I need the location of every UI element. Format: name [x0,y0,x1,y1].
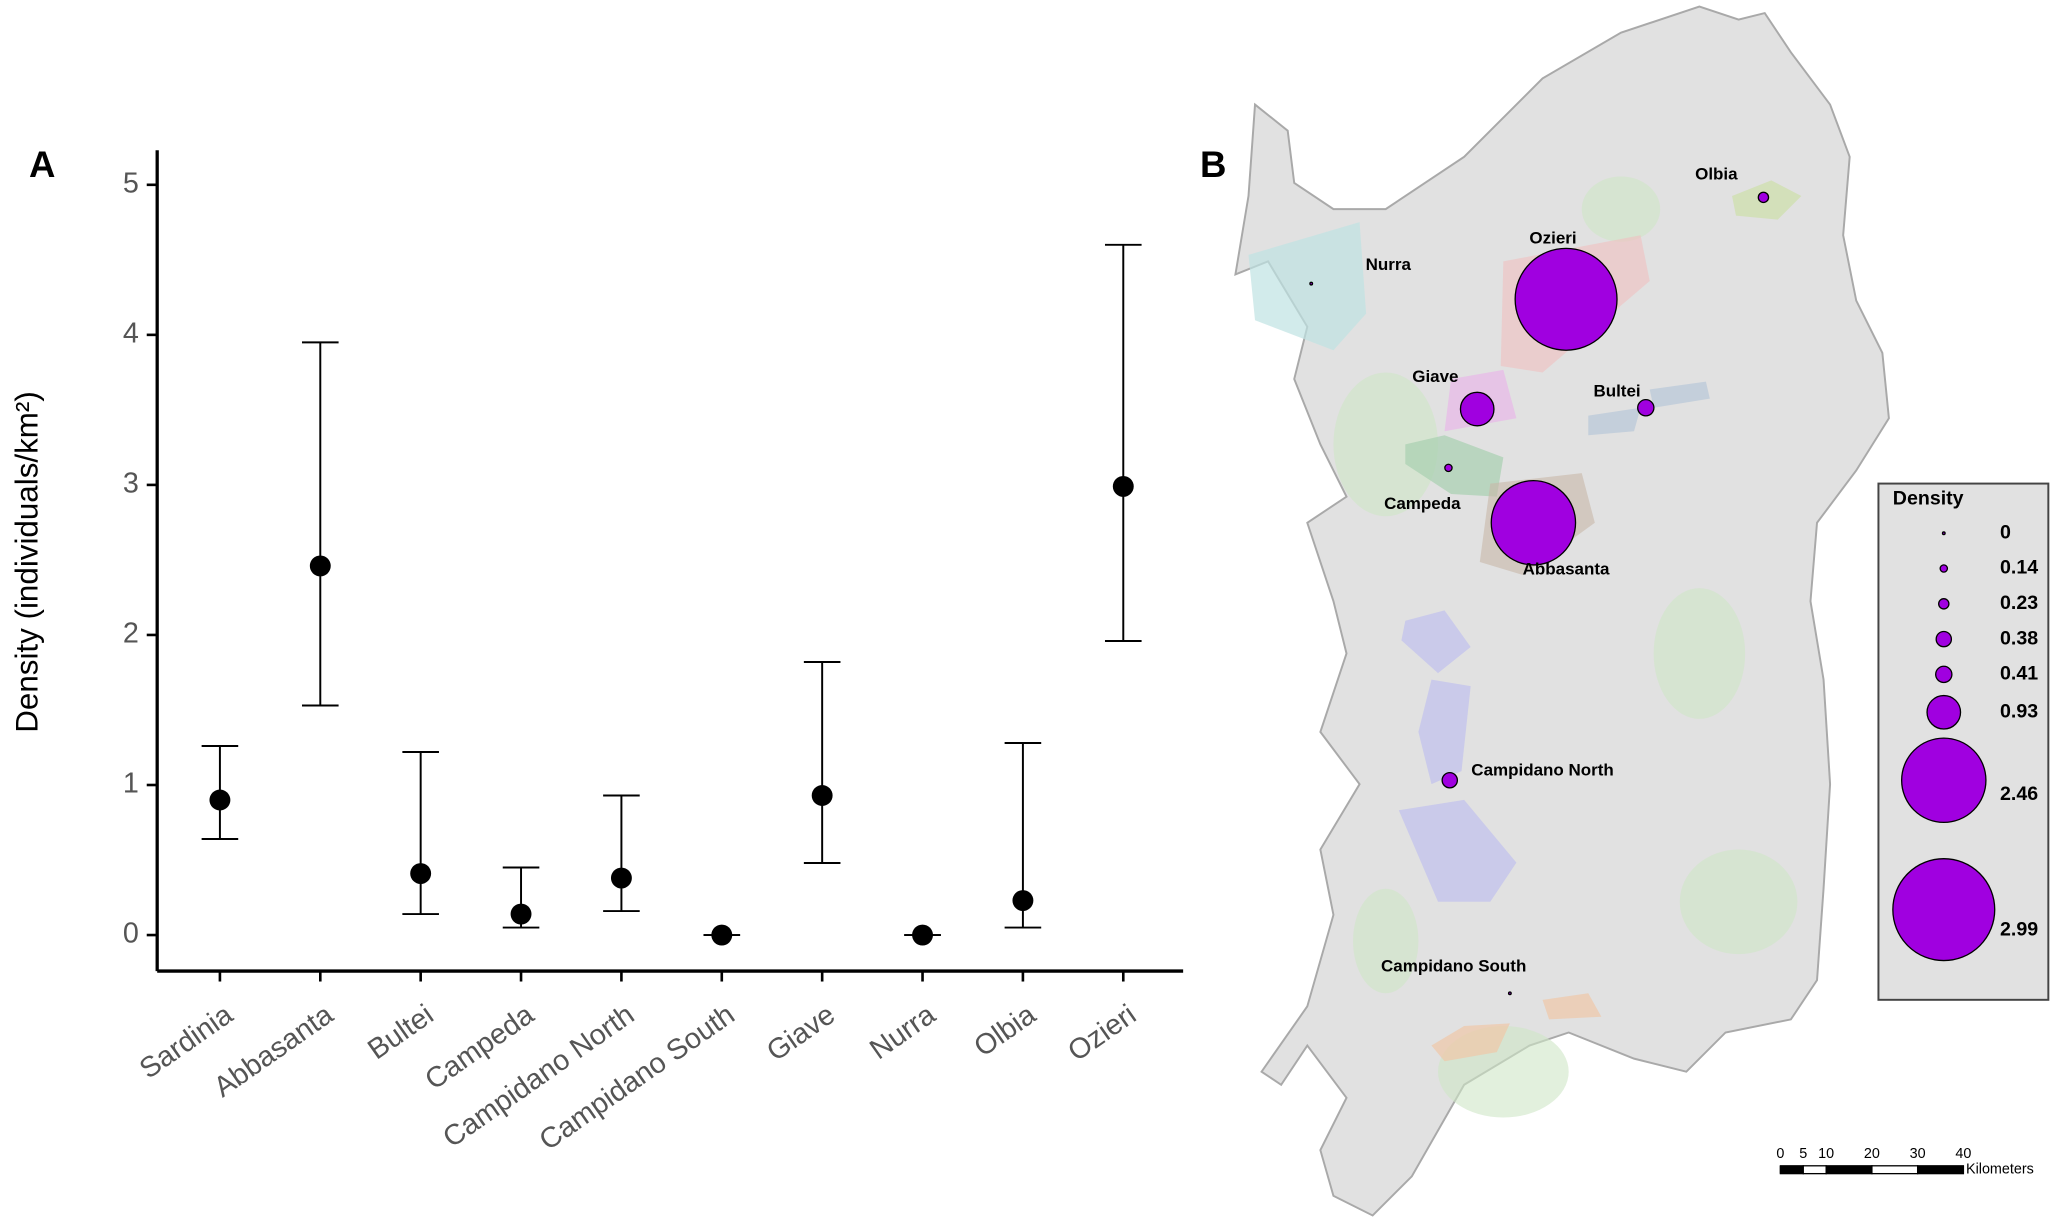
scale-tick-label: 5 [1799,1146,1807,1162]
point [711,924,733,946]
legend-label: 0.41 [2000,663,2038,685]
site-label: Olbia [1695,165,1738,184]
panel-label: A [29,144,55,185]
site-label: Bultei [1593,382,1640,401]
legend-bubble [1900,737,1987,824]
x-tick-label: Olbia [968,999,1041,1064]
scale-segment [1779,1165,1804,1175]
legend-bubble [1941,531,1946,536]
panel-label: B [1200,144,1226,185]
point [610,867,632,889]
x-tick-label: Ozieri [1062,999,1142,1068]
y-tick-label: 5 [123,167,139,199]
scale-segment [1802,1165,1827,1175]
legend-bubble [1926,694,1962,730]
site-label: Ozieri [1529,229,1576,248]
scale-tick-label: 30 [1910,1146,1926,1162]
point [410,863,432,884]
site-label: Campidano North [1471,761,1613,780]
map-background [1234,5,1890,1217]
site-bubble [1490,479,1577,566]
point [309,555,331,577]
point [811,785,833,806]
site-bubble [1507,991,1512,996]
legend-label: 2.99 [2000,919,2038,941]
legend-label: 2.46 [2000,783,2038,805]
scale-segment [1871,1165,1919,1175]
y-axis-label: Density (individuals/km²) [9,391,44,733]
point [912,924,933,946]
scale-unit: Kilometers [1966,1162,2034,1178]
legend-bubble [1935,665,1953,684]
y-tick-label: 3 [123,468,139,500]
scale-tick-label: 0 [1776,1146,1784,1162]
legend-title: Density [1893,487,1964,509]
site-label: Campeda [1384,494,1461,513]
site-bubble [1441,771,1459,789]
legend-bubble [1935,630,1953,648]
legend-bubble [1939,564,1949,573]
site-bubble [1309,281,1314,286]
panel-a: A Density (individuals/km²) [9,144,1184,973]
point [209,789,231,811]
scale-segment [1916,1165,1965,1175]
scale-segment [1825,1165,1873,1175]
site-label: Nurra [1366,255,1412,274]
site-bubble [1637,399,1655,417]
legend-label: 0.93 [2000,700,2038,722]
legend-label: 0.23 [2000,592,2038,614]
site-bubble [1514,247,1618,351]
site-label: Campidano South [1381,957,1526,976]
legend-bubble [1938,598,1950,610]
point [1012,890,1034,911]
scale-tick-label: 40 [1955,1146,1971,1162]
scale-tick-label: 20 [1864,1146,1880,1162]
legend-label: 0.14 [2000,557,2038,579]
point [510,903,532,925]
site-label: Giave [1412,367,1458,386]
legend-bubble [1892,858,1996,962]
legend-label: 0.38 [2000,627,2038,649]
scale-tick-label: 10 [1818,1146,1834,1162]
y-tick-label: 1 [123,768,139,800]
site-bubble [1757,191,1770,204]
y-tick-label: 4 [123,317,139,349]
island-outline [1234,5,1890,1217]
legend-label: 0 [2000,521,2011,543]
y-tick-label: 0 [123,918,139,950]
x-tick-label: Bultei [362,999,439,1066]
y-tick-label: 2 [123,618,139,650]
site-label: Abbasanta [1523,559,1610,578]
site-bubble [1444,463,1453,473]
point [1112,475,1134,497]
site-bubble [1459,391,1495,427]
x-tick-label: Giave [761,999,841,1068]
x-tick-label: Nurra [864,999,941,1066]
